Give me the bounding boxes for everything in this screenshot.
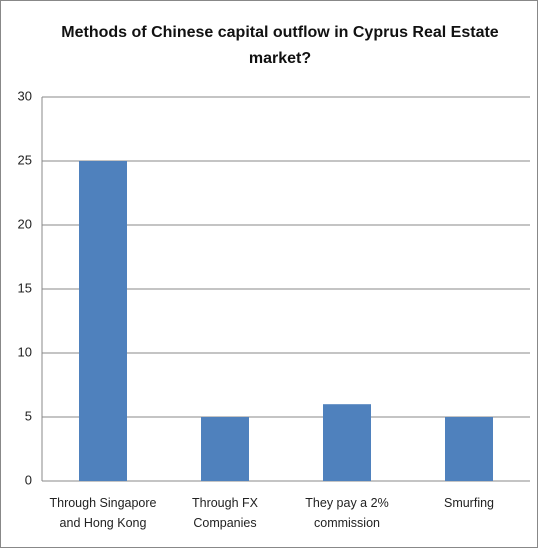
y-tick-label: 15 (18, 280, 32, 295)
y-tick-label: 5 (25, 408, 32, 423)
x-tick-label: Through Singapore and Hong Kong (49, 496, 157, 530)
x-tick-label: Through FX Companies (191, 496, 258, 530)
y-tick-label: 30 (18, 88, 32, 103)
chart-title: Methods of Chinese capital outflow in Cy… (61, 24, 499, 67)
y-tick-label: 20 (18, 216, 32, 231)
x-tick-label: Smurfing (443, 496, 495, 510)
bar (201, 417, 249, 481)
bar (79, 161, 127, 481)
x-tick-label: They pay a 2% commission (305, 496, 389, 530)
y-tick-label: 10 (18, 344, 32, 359)
y-tick-label: 0 (25, 472, 32, 487)
bar (323, 404, 371, 481)
y-tick-label: 25 (18, 152, 32, 167)
bar (445, 417, 493, 481)
